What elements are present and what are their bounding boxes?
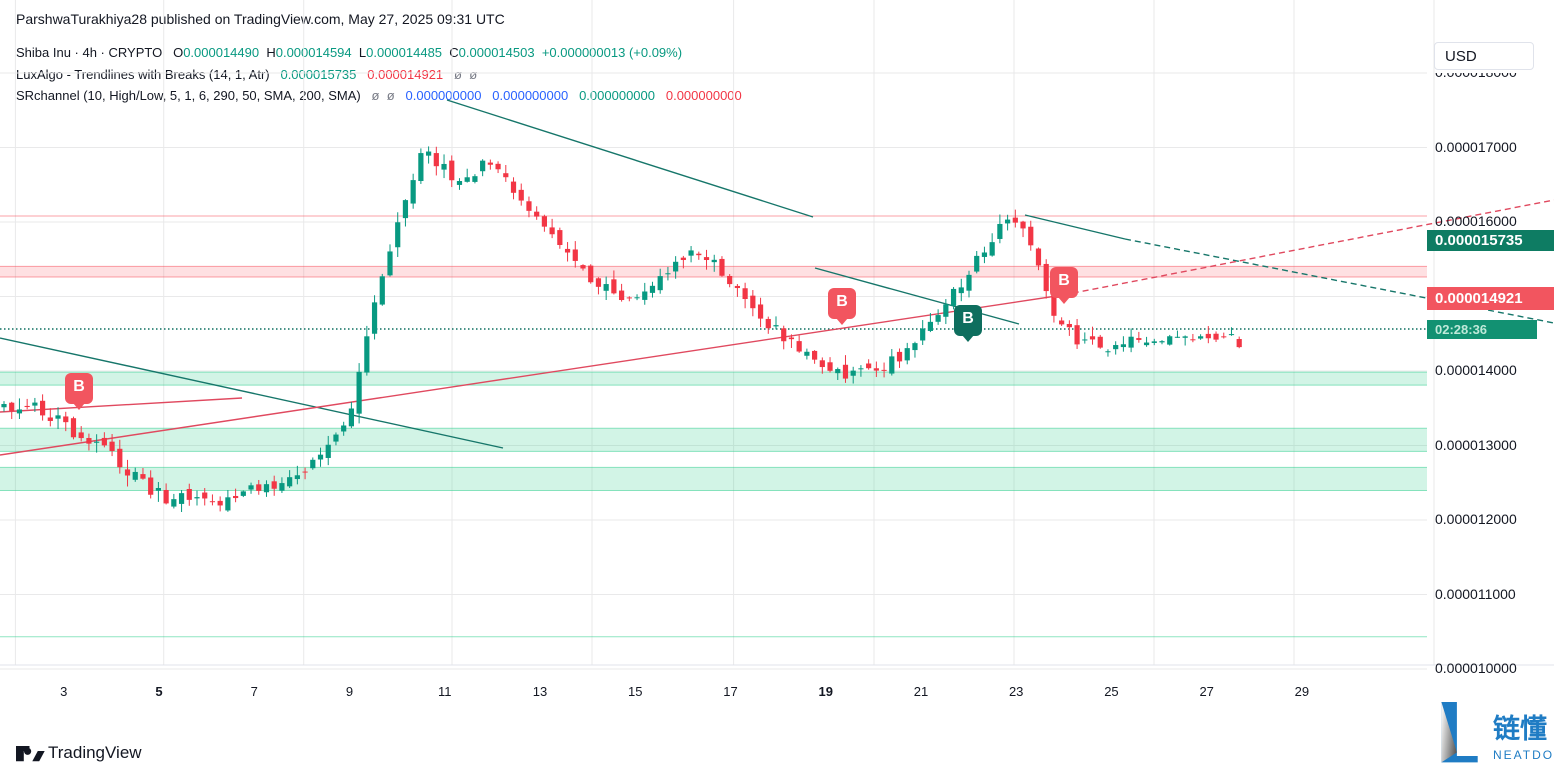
svg-text:链懂: 链懂 bbox=[1493, 713, 1547, 744]
svg-text:NEATDOWN.COM: NEATDOWN.COM bbox=[1493, 748, 1554, 762]
